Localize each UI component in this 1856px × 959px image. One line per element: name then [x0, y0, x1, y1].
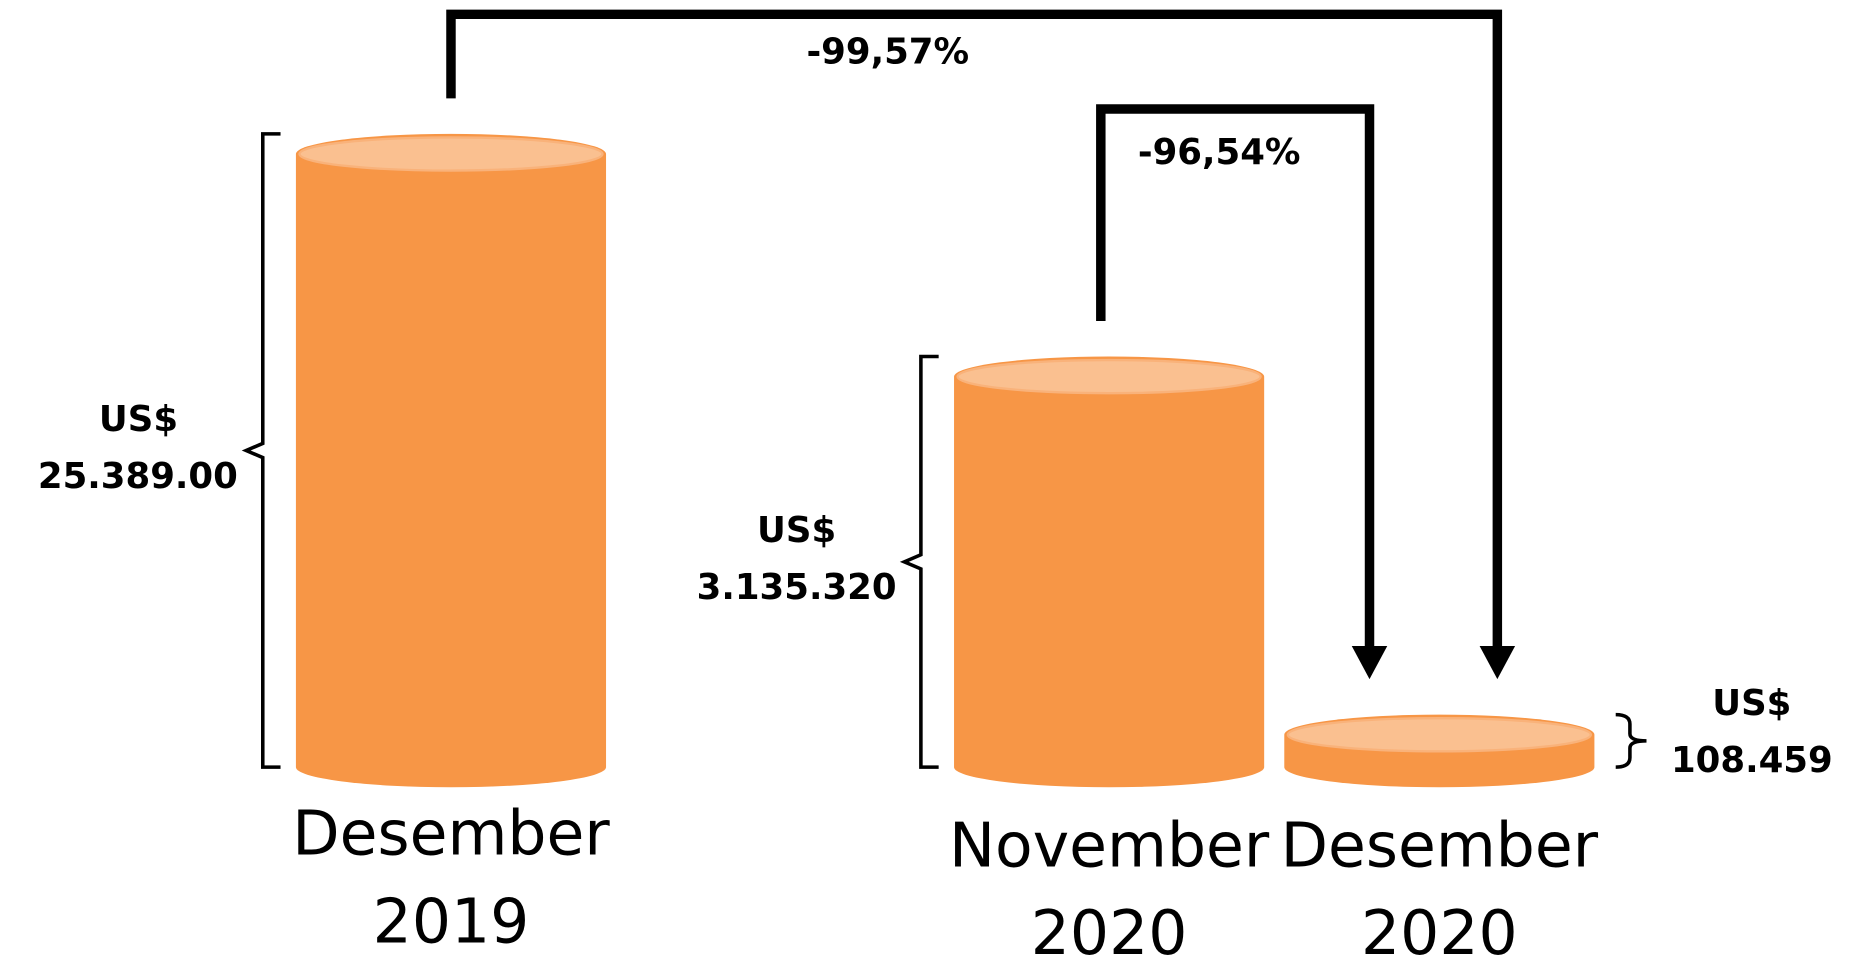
value-label-box: US$ 25.389.005 [37, 398, 239, 497]
arrow-head [1479, 645, 1516, 680]
brace [1615, 712, 1647, 769]
bracket [241, 132, 281, 769]
arrow-line [1096, 104, 1375, 654]
arrow-head [1351, 645, 1388, 680]
bracket [899, 354, 939, 769]
change-label: -96,54% [1138, 132, 1301, 173]
value-label: US$ 25.389.005 [37, 398, 239, 497]
value-label: US$ 108.459 [1670, 682, 1833, 782]
category-label-box: Desember 2019 [292, 799, 610, 958]
cylinder [295, 133, 607, 788]
cylinder-top [298, 136, 604, 172]
value-label-box: US$ 3.135.320 [696, 509, 897, 608]
arrow-line [446, 9, 1503, 654]
category-label-box: November 2020 [948, 810, 1270, 959]
category-label: November 2020 [948, 810, 1270, 959]
cylinder-top [956, 358, 1262, 395]
value-label-box: US$ 108.459 [1670, 682, 1833, 782]
category-label: Desember 2019 [292, 799, 610, 958]
category-label-box: Desember 2020 [1280, 810, 1599, 959]
category-label: Desember 2020 [1280, 810, 1599, 959]
cylinder [954, 356, 1265, 788]
cylinder-top [1286, 716, 1593, 753]
value-label: US$ 3.135.320 [696, 509, 897, 608]
change-label: -99,57% [806, 31, 969, 72]
